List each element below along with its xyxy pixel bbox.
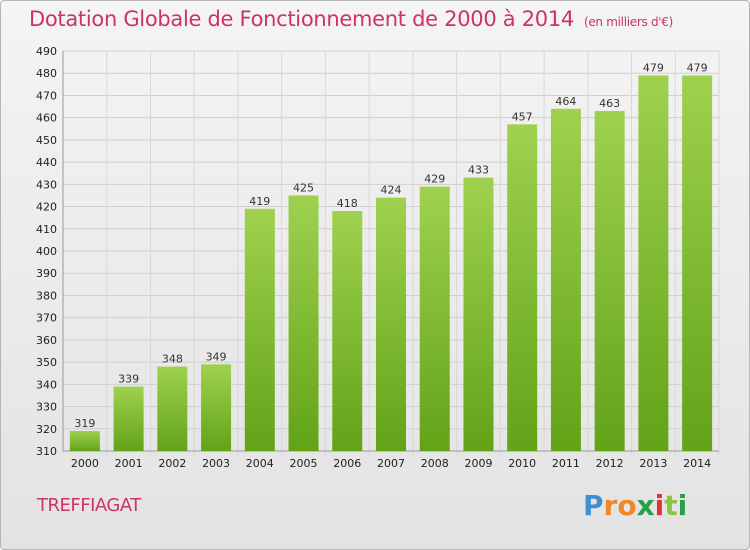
y-tick-label: 390	[36, 267, 57, 280]
data-label: 429	[424, 173, 445, 186]
data-label: 349	[206, 350, 227, 363]
y-tick-label: 450	[36, 134, 57, 147]
labels: 310 320 330 340 350 360 370 380 390 400 410 420 430 4…	[36, 45, 711, 470]
data-label: 479	[643, 61, 664, 74]
data-label: 464	[555, 95, 576, 108]
y-tick-label: 360	[36, 334, 57, 347]
bar	[332, 211, 363, 451]
data-label: 319	[74, 417, 95, 430]
bar	[113, 386, 144, 451]
x-tick-label: 2007	[377, 457, 405, 470]
y-tick-label: 490	[36, 45, 57, 58]
chart-title-text: Dotation Globale de Fonctionnement de 20…	[29, 7, 574, 31]
logo-letter: i	[677, 489, 688, 522]
commune-name: TREFFIAGAT	[37, 495, 141, 516]
x-tick-label: 2013	[639, 457, 667, 470]
x-tick-label: 2005	[290, 457, 318, 470]
y-tick-label: 400	[36, 245, 57, 258]
bar	[594, 111, 625, 451]
x-tick-label: 2002	[158, 457, 186, 470]
bar	[376, 197, 406, 451]
y-tick-label: 460	[36, 112, 57, 125]
y-tick-label: 440	[36, 156, 57, 169]
x-tick-label: 2001	[115, 457, 143, 470]
bar	[69, 431, 100, 451]
y-tick-label: 370	[36, 312, 57, 325]
x-tick-label: 2009	[464, 457, 492, 470]
y-tick-label: 420	[36, 201, 57, 214]
bar	[244, 208, 275, 451]
logo-letter: P	[583, 489, 604, 522]
y-tick-label: 410	[36, 223, 57, 236]
y-tick-label: 430	[36, 178, 57, 191]
logo-letter: o	[617, 489, 637, 522]
data-label: 424	[381, 184, 402, 197]
x-tick-label: 2003	[202, 457, 230, 470]
bars	[69, 75, 713, 452]
bar	[288, 195, 319, 451]
chart-title: Dotation Globale de Fonctionnement de 20…	[29, 7, 673, 31]
data-label: 425	[293, 181, 314, 194]
y-tick-label: 380	[36, 289, 57, 302]
bar	[682, 75, 713, 451]
data-label: 479	[687, 61, 708, 74]
x-tick-label: 2000	[71, 457, 99, 470]
bar	[201, 364, 232, 451]
x-tick-label: 2004	[246, 457, 274, 470]
bar	[419, 186, 450, 452]
x-tick-label: 2006	[333, 457, 361, 470]
data-label: 433	[468, 164, 489, 177]
logo-letter: x	[636, 489, 655, 522]
x-tick-label: 2014	[683, 457, 711, 470]
x-tick-label: 2008	[421, 457, 449, 470]
data-label: 419	[249, 195, 270, 208]
y-tick-label: 310	[36, 445, 57, 458]
x-tick-label: 2010	[508, 457, 536, 470]
chart-unit: (en milliers d'€)	[583, 15, 673, 29]
y-tick-label: 340	[36, 378, 57, 391]
y-tick-label: 470	[36, 89, 57, 102]
bar	[507, 124, 538, 451]
logo-letter: r	[603, 489, 618, 522]
bar	[157, 366, 188, 451]
y-tick-label: 320	[36, 423, 57, 436]
data-label: 348	[162, 353, 183, 366]
proxiti-logo: Proxiti	[583, 489, 687, 522]
bar	[550, 108, 581, 452]
bar	[463, 177, 494, 451]
data-label: 418	[337, 197, 358, 210]
data-label: 463	[599, 97, 620, 110]
data-label: 457	[512, 110, 533, 123]
logo-letter: t	[664, 489, 678, 522]
x-tick-label: 2012	[596, 457, 624, 470]
y-tick-label: 330	[36, 401, 57, 414]
logo-letter: i	[654, 489, 665, 522]
y-tick-label: 480	[36, 67, 57, 80]
x-tick-label: 2011	[552, 457, 580, 470]
y-tick-label: 350	[36, 356, 57, 369]
data-label: 339	[118, 373, 139, 386]
bar	[638, 75, 669, 451]
